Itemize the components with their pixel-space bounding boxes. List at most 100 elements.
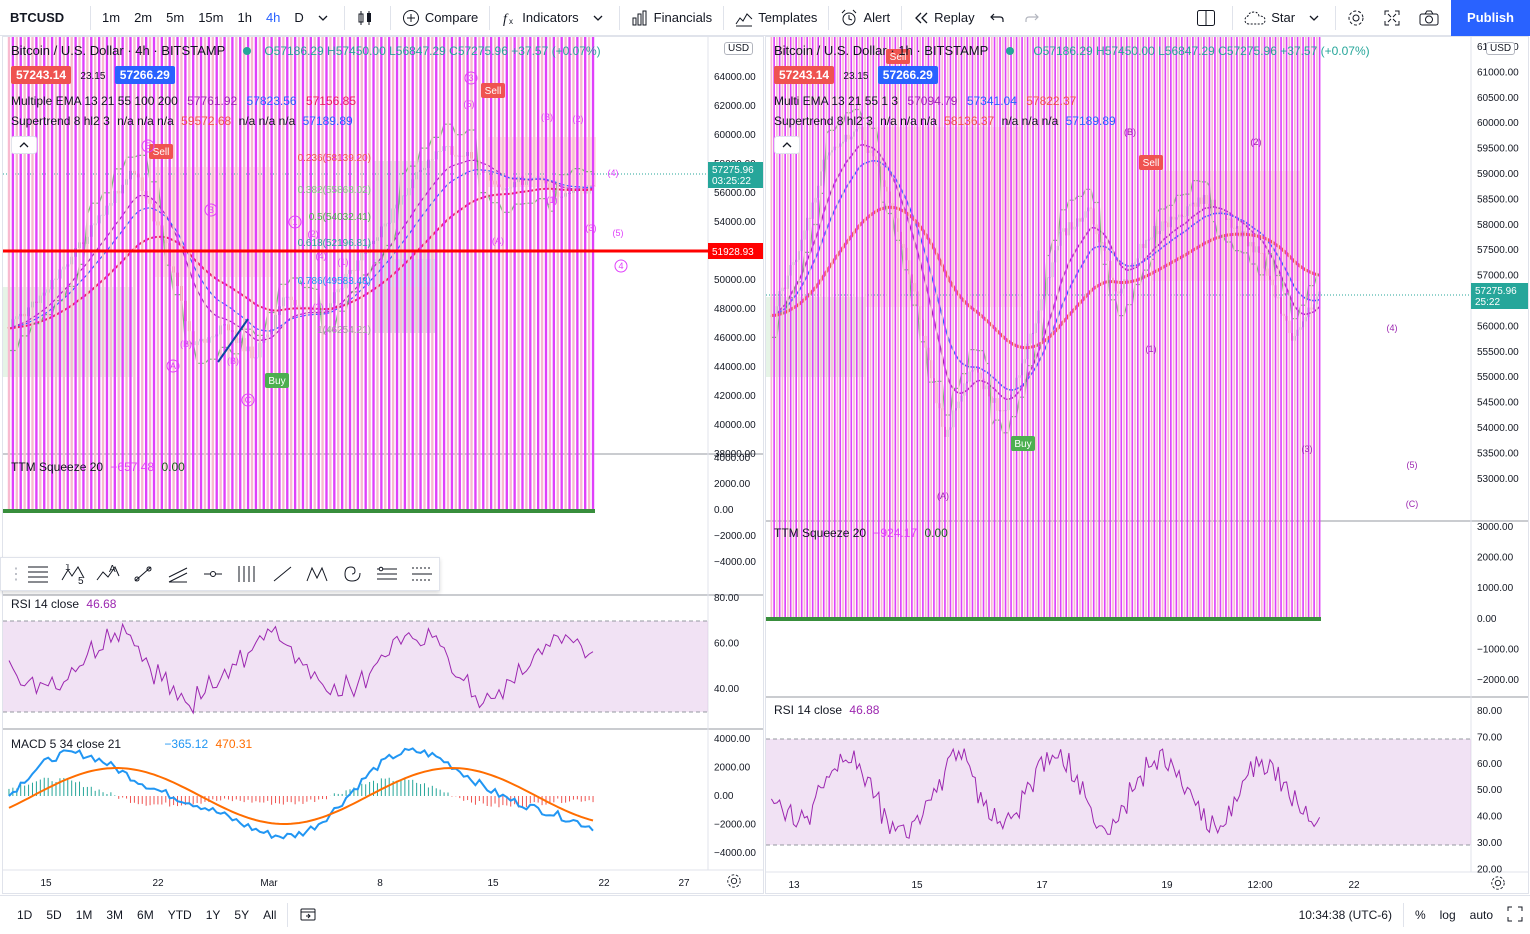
compare-button[interactable]: Compare	[395, 0, 485, 36]
ray-tool[interactable]	[265, 559, 300, 589]
price-axis-label: 53000.00	[1477, 474, 1519, 485]
price-axis-label: 60500.00	[1477, 93, 1519, 104]
left-legend-collapse-button[interactable]	[11, 136, 37, 154]
range-all[interactable]: All	[263, 908, 277, 922]
fib-retracement-tool[interactable]	[21, 559, 56, 589]
time-axis-label: 8	[377, 878, 383, 889]
elliott-wave-circle	[141, 139, 155, 153]
right-ema-value-1: 57094.79	[907, 94, 958, 108]
fib-spiral-tool[interactable]	[334, 559, 369, 589]
range-5d[interactable]: 5D	[46, 908, 62, 922]
indicators-button[interactable]: f x Indicators	[494, 0, 585, 36]
elliott-wave-circle	[464, 71, 478, 85]
indicators-dropdown-button[interactable]	[586, 0, 615, 36]
trend-line-tool[interactable]	[125, 559, 160, 589]
star-dropdown-button[interactable]	[1302, 0, 1331, 36]
publish-button[interactable]: Publish	[1451, 0, 1530, 36]
pattern-tool[interactable]	[300, 559, 335, 589]
range-1y[interactable]: 1Y	[205, 908, 221, 922]
interval-5m[interactable]: 5m	[166, 10, 185, 25]
interval-1h[interactable]: 1h	[237, 10, 252, 25]
elliott-wave-label: (1)	[338, 257, 349, 267]
left-supertrend-legend[interactable]: Supertrend 8 hl2 3 n/a n/a n/a 59572.68 …	[11, 114, 353, 128]
chart-type-button[interactable]	[349, 0, 386, 36]
top-toolbar: BTCUSD 1m 2m 5m 15m 1h 4h D Compare f x In…	[0, 0, 1530, 36]
right-chart-svg[interactable]: 61500.0061000.0060500.0060000.0059500.00…	[766, 37, 1529, 894]
layout-icon	[1197, 9, 1216, 26]
abc-pattern-icon: A	[96, 564, 120, 581]
range-3m[interactable]: 3M	[106, 908, 124, 922]
left-symbol-title[interactable]: Bitcoin / U.S. Dollar · 4h · BITSTAMP	[11, 43, 226, 58]
interval-dropdown-button[interactable]	[311, 0, 340, 36]
templates-button[interactable]: Templates	[728, 0, 824, 36]
right-supertrend-label: Supertrend 8 hl2 3	[774, 114, 873, 128]
right-settings-button[interactable]	[1490, 875, 1506, 893]
redo-button[interactable]	[1017, 0, 1052, 36]
interval-4h[interactable]: 4h	[265, 10, 281, 25]
range-1d[interactable]: 1D	[17, 908, 33, 922]
financials-button[interactable]: Financials	[624, 0, 720, 36]
snapshot-button[interactable]	[1412, 0, 1451, 36]
right-symbol-title[interactable]: Bitcoin / U.S. Dollar · 1h · BITSTAMP	[774, 43, 989, 58]
left-ask-chip[interactable]: 57266.29	[114, 66, 175, 84]
fib-extension-tool[interactable]	[369, 559, 404, 589]
left-ema-legend[interactable]: Multiple EMA 13 21 55 100 200 57761.92 5…	[11, 94, 356, 108]
left-usd-badge[interactable]: USD	[724, 42, 754, 55]
elliott-wave-label: (2)	[573, 114, 584, 124]
left-macd-legend[interactable]: MACD 5 34 close 21 −365.12 470.31	[11, 737, 252, 751]
interval-1m[interactable]: 1m	[102, 10, 121, 25]
undo-button[interactable]	[982, 0, 1017, 36]
range-ytd[interactable]: YTD	[167, 908, 192, 922]
right-bid-chip[interactable]: 57243.14	[774, 66, 835, 84]
drag-handle[interactable]: ⋮	[8, 566, 24, 583]
left-rsi-legend[interactable]: RSI 14 close 46.68	[11, 597, 116, 611]
left-bid-chip[interactable]: 57243.14	[11, 66, 72, 84]
horizontal-ray-tool[interactable]	[195, 559, 230, 589]
replay-button[interactable]: Replay	[906, 0, 981, 36]
right-ttm-legend[interactable]: TTM Squeeze 20 −924.17 0.00	[774, 526, 948, 540]
right-chart-pane[interactable]: 61500.0061000.0060500.0060000.0059500.00…	[765, 36, 1529, 894]
auto-toggle[interactable]: auto	[1469, 908, 1493, 922]
left-chart-svg[interactable]: 64000.0062000.0060000.0058000.0056000.00…	[3, 37, 764, 894]
range-5y[interactable]: 5Y	[234, 908, 250, 922]
symbol-search[interactable]: BTCUSD	[10, 10, 65, 25]
right-supertrend-legend[interactable]: Supertrend 8 hl2 3 n/a n/a n/a 58136.37 …	[774, 114, 1116, 128]
right-legend-title-row: Bitcoin / U.S. Dollar · 1h · BITSTAMP O5…	[774, 43, 1370, 58]
clock-timezone[interactable]: 10:34:38 (UTC-6)	[1298, 908, 1392, 922]
right-ema-legend[interactable]: Multi EMA 13 21 55 1 3 57094.79 57341.04…	[774, 94, 1076, 108]
price-axis-label: 61000.00	[1477, 67, 1519, 78]
maximize-button[interactable]	[1500, 906, 1530, 925]
right-legend-collapse-button[interactable]	[774, 136, 800, 154]
parallel-channel-tool[interactable]	[160, 559, 195, 589]
interval-15m[interactable]: 15m	[198, 10, 224, 25]
alert-label: Alert	[863, 10, 891, 25]
interval-2m[interactable]: 2m	[134, 10, 153, 25]
left-chart-pane[interactable]: 64000.0062000.0060000.0058000.0056000.00…	[2, 36, 764, 894]
left-settings-button[interactable]	[726, 873, 742, 893]
range-1m[interactable]: 1M	[75, 908, 93, 922]
fib-channel-tool[interactable]	[404, 559, 439, 589]
fullscreen-button[interactable]	[1377, 0, 1412, 36]
date-range-button[interactable]	[292, 906, 324, 925]
range-6m[interactable]: 6M	[137, 908, 154, 922]
right-rsi-legend[interactable]: RSI 14 close 46.88	[774, 703, 879, 717]
star-button[interactable]: Star	[1237, 0, 1302, 36]
percent-toggle[interactable]: %	[1414, 908, 1426, 922]
abc-pattern-tool[interactable]: A	[91, 559, 126, 589]
right-usd-badge[interactable]: USD	[1486, 42, 1516, 55]
vertical-lines-tool[interactable]	[230, 559, 265, 589]
left-ttm-legend[interactable]: TTM Squeeze 20 −657.48 0.00	[11, 460, 185, 474]
settings-button[interactable]	[1340, 0, 1377, 36]
gear-icon	[1348, 10, 1364, 25]
undo-icon	[989, 13, 1004, 22]
layout-button[interactable]	[1189, 0, 1228, 36]
interval-d[interactable]: D	[294, 10, 304, 25]
right-ema-value-3: 57822.37	[1026, 94, 1077, 108]
alert-button[interactable]: Alert	[833, 0, 897, 36]
right-ask-chip[interactable]: 57266.29	[877, 66, 938, 84]
macd-signal-line	[8, 766, 594, 825]
log-toggle[interactable]: log	[1439, 908, 1456, 922]
